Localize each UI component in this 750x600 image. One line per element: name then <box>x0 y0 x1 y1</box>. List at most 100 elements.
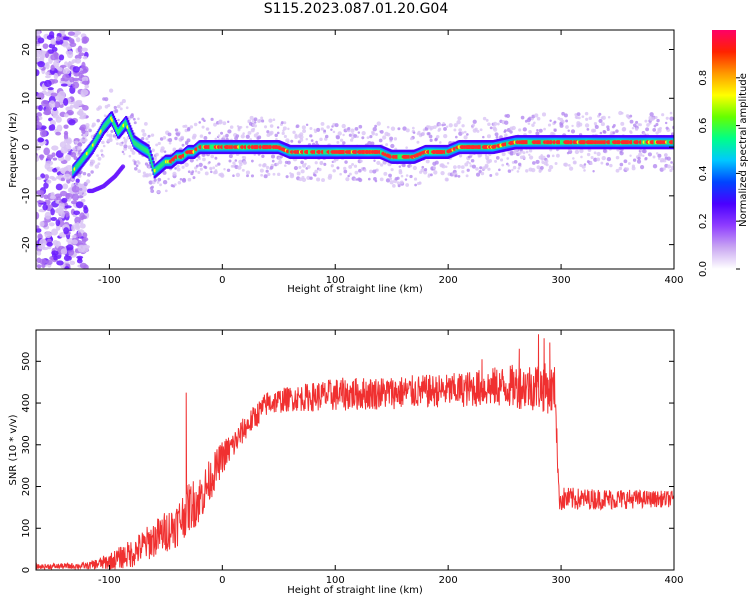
halo-dot <box>584 123 590 128</box>
halo-dot <box>189 158 194 163</box>
halo-dot <box>644 156 648 161</box>
noise-blob <box>36 30 41 37</box>
halo-dot <box>454 135 458 139</box>
noise-blob <box>79 212 85 221</box>
halo-dot <box>276 126 280 129</box>
halo-dot <box>404 178 408 181</box>
halo-dot <box>206 127 209 131</box>
noise-blob <box>36 211 40 220</box>
noise-blob <box>67 31 75 36</box>
halo-dot <box>423 167 428 172</box>
halo-dot <box>440 171 445 176</box>
halo-dot <box>549 119 552 122</box>
halo-dot <box>90 159 96 165</box>
halo-dot <box>528 149 533 153</box>
halo-dot <box>620 121 625 126</box>
halo-dot <box>123 144 128 149</box>
noise-blob <box>37 37 45 44</box>
noise-blob <box>84 84 90 89</box>
noise-blob <box>63 132 69 141</box>
halo-dot <box>348 164 353 169</box>
halo-dot <box>584 111 589 116</box>
halo-dot <box>620 111 624 115</box>
halo-dot <box>489 126 493 130</box>
halo-dot <box>174 136 178 141</box>
noise-blob <box>55 209 61 213</box>
halo-dot <box>634 127 639 131</box>
halo-dot <box>561 111 565 116</box>
noise-blob <box>63 173 71 180</box>
noise-blob <box>51 250 59 256</box>
halo-dot <box>122 152 126 156</box>
halo-dot <box>522 151 526 155</box>
spectrogram-x-ticks: -100 0 100 200 300 400 <box>98 30 684 286</box>
halo-dot <box>535 159 540 164</box>
noise-blob <box>39 258 47 265</box>
noise-blob <box>71 239 78 245</box>
halo-dot <box>347 174 350 178</box>
halo-dot <box>132 117 136 121</box>
halo-dot <box>638 152 643 157</box>
halo-dot <box>443 133 448 139</box>
halo-dot <box>134 167 138 171</box>
noise-blob <box>36 176 42 181</box>
halo-dot <box>456 120 461 125</box>
halo-dot <box>295 124 300 129</box>
halo-dot <box>596 157 601 162</box>
halo-dot <box>115 142 119 146</box>
noise-blob <box>83 204 88 210</box>
halo-dot <box>128 154 132 158</box>
halo-dot <box>121 150 125 154</box>
halo-dot <box>286 160 291 165</box>
x-tick-label: 200 <box>439 275 458 286</box>
colorbar-tick-label: 0.2 <box>698 213 709 229</box>
noise-blob <box>38 50 47 55</box>
halo-dot <box>590 155 594 160</box>
noise-blob <box>68 119 76 126</box>
halo-dot <box>516 170 520 173</box>
halo-dot <box>294 133 298 137</box>
halo-dot <box>240 134 245 139</box>
halo-dot <box>85 131 89 136</box>
halo-dot <box>543 127 546 131</box>
halo-dot <box>192 133 197 138</box>
halo-dot <box>121 99 126 104</box>
halo-dot <box>219 172 224 177</box>
halo-dot <box>378 138 383 143</box>
halo-dot <box>590 162 593 166</box>
halo-dot <box>525 169 529 173</box>
halo-dot <box>470 158 475 163</box>
halo-dot <box>309 126 313 130</box>
halo-dot <box>232 174 235 178</box>
halo-dot <box>666 156 671 161</box>
halo-dot <box>405 183 410 187</box>
noise-blob <box>36 250 42 256</box>
halo-dot <box>499 158 504 162</box>
noise-blob <box>50 38 57 45</box>
noise-blob <box>74 54 82 60</box>
halo-dot <box>383 171 388 176</box>
halo-dot <box>429 173 433 177</box>
halo-dot <box>375 133 378 136</box>
noise-blob <box>77 195 84 199</box>
halo-dot <box>393 137 398 141</box>
halo-dot <box>326 125 330 129</box>
halo-dot <box>159 183 162 187</box>
halo-dot <box>528 130 532 134</box>
noise-blob <box>40 129 47 138</box>
noise-blob <box>63 138 71 144</box>
halo-dot <box>385 178 391 183</box>
noise-blob <box>53 72 59 80</box>
noise-blob <box>43 194 49 200</box>
halo-dot <box>133 121 137 125</box>
halo-dot <box>305 138 309 141</box>
halo-dot <box>433 125 437 129</box>
halo-dot <box>579 148 584 154</box>
halo-dot <box>458 128 462 132</box>
halo-dot <box>225 133 229 138</box>
halo-dot <box>150 133 155 137</box>
halo-dot <box>398 165 402 168</box>
halo-dot <box>345 177 350 182</box>
halo-dot <box>428 134 433 139</box>
halo-dot <box>385 143 389 147</box>
